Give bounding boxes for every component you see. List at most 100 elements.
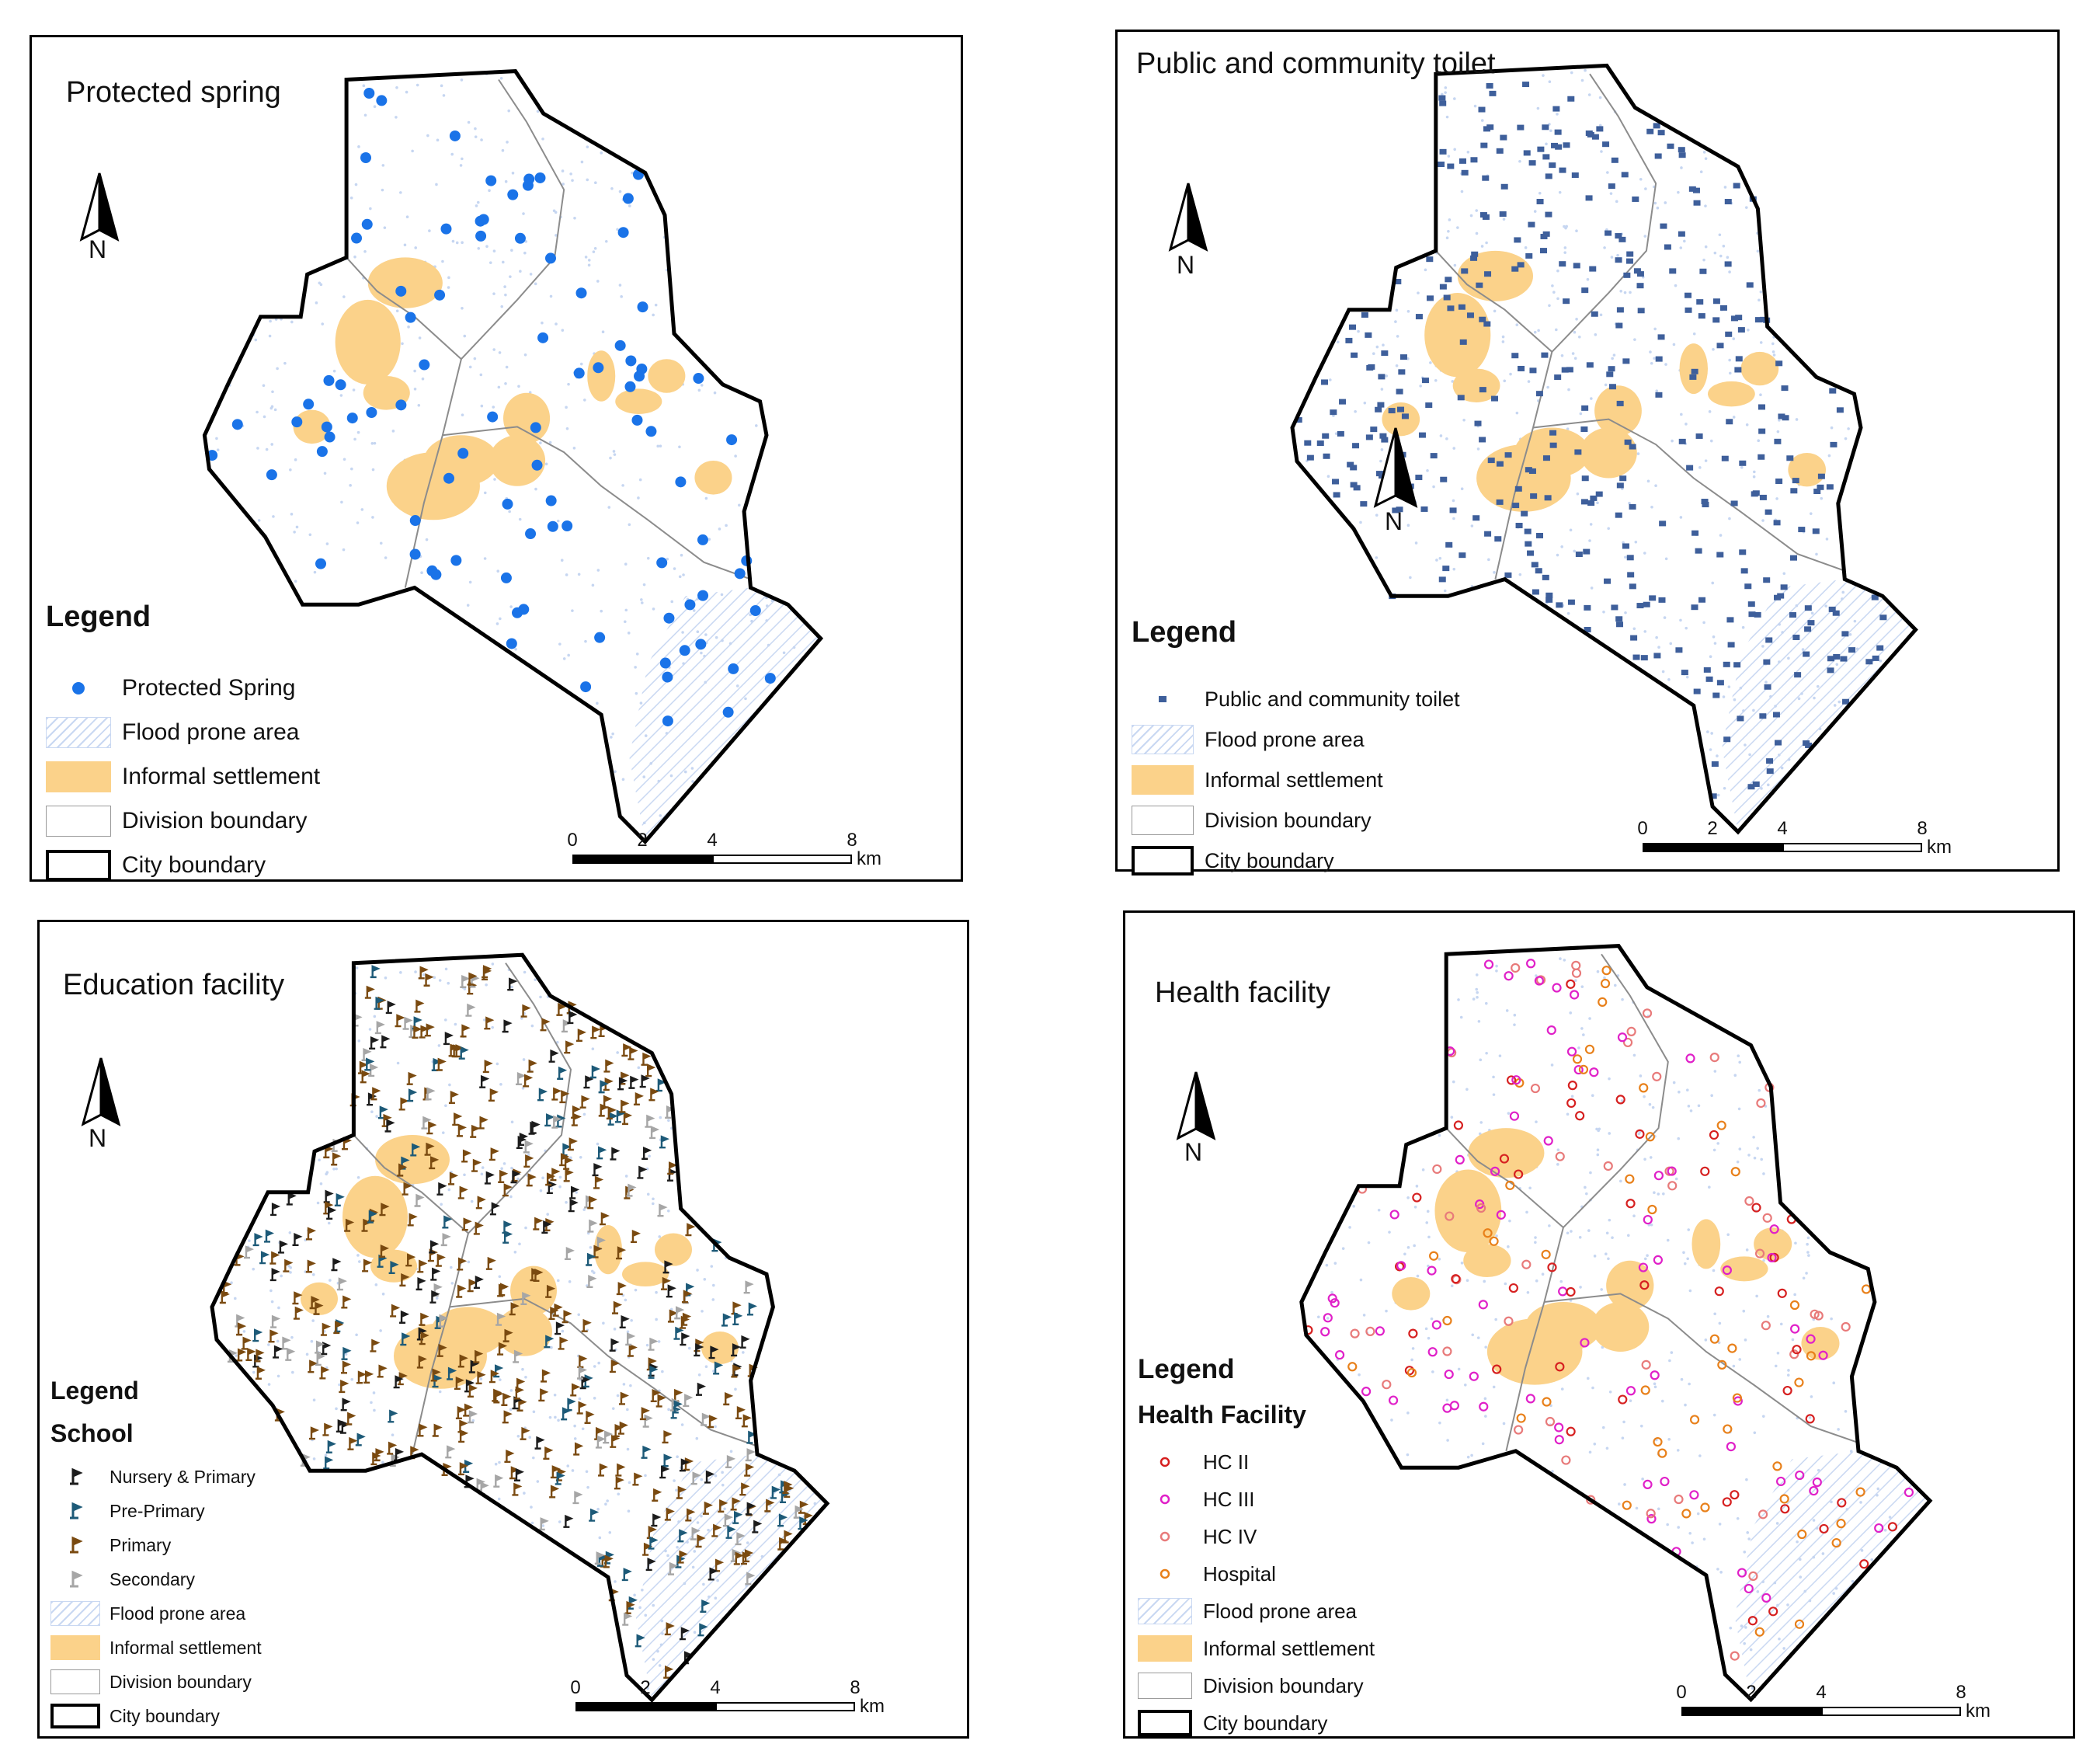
- wetland-speck: [1712, 1269, 1716, 1272]
- wetland-speck: [1445, 115, 1449, 119]
- facility-marker: [407, 1213, 418, 1227]
- wetland-speck: [693, 1631, 697, 1634]
- flood-hatch-swatch: [1132, 725, 1194, 754]
- facility-marker: [1618, 236, 1626, 242]
- facility-marker: [1761, 1321, 1771, 1331]
- wetland-speck: [1527, 380, 1531, 383]
- facility-marker: [1432, 1164, 1442, 1175]
- wetland-speck: [1479, 1121, 1483, 1124]
- wetland-speck: [353, 437, 356, 441]
- facility-marker: [1632, 196, 1639, 202]
- wetland-speck: [1385, 374, 1389, 378]
- facility-marker: [569, 1185, 580, 1199]
- facility-marker: [619, 1314, 630, 1328]
- legend-item-label: Secondary: [110, 1568, 195, 1589]
- facility-marker: [1806, 1334, 1816, 1344]
- wetland-speck: [1566, 1231, 1570, 1235]
- wetland-speck: [657, 779, 661, 783]
- wetland-speck: [659, 814, 662, 817]
- wetland-speck: [1786, 1603, 1789, 1607]
- facility-marker: [597, 1463, 609, 1477]
- wetland-speck: [1773, 1581, 1777, 1585]
- facility-marker: [1657, 1448, 1667, 1458]
- facility-marker: [1370, 426, 1378, 433]
- facility-marker: [1643, 1214, 1653, 1225]
- ring-marker-icon: [1138, 1561, 1192, 1587]
- wetland-speck: [680, 1423, 684, 1426]
- wetland-speck: [1406, 1196, 1410, 1199]
- facility-marker: [303, 399, 315, 410]
- wetland-speck: [1827, 454, 1831, 458]
- wetland-speck: [1608, 1077, 1611, 1081]
- wetland-speck: [1806, 1251, 1810, 1254]
- facility-marker: [1404, 1366, 1415, 1376]
- wetland-speck: [661, 1632, 664, 1635]
- facility-marker: [374, 1021, 385, 1035]
- facility-marker: [1778, 413, 1785, 419]
- legend-item: City boundary: [1138, 1710, 1327, 1736]
- facility-marker: [1542, 231, 1550, 237]
- wetland-speck: [1821, 1552, 1825, 1555]
- wetland-speck: [608, 1530, 612, 1534]
- wetland-speck: [659, 444, 662, 448]
- wetland-speck: [395, 85, 398, 89]
- wetland-speck: [534, 487, 537, 491]
- facility-marker: [463, 1403, 474, 1417]
- facility-marker: [1752, 490, 1760, 496]
- facility-marker: [457, 447, 469, 459]
- wetland-speck: [667, 1408, 670, 1412]
- wetland-speck: [700, 1478, 704, 1481]
- facility-marker: [1615, 257, 1622, 263]
- wetland-speck: [659, 1116, 662, 1119]
- wetland-speck: [1411, 1347, 1415, 1350]
- informal-settlement: [301, 1282, 338, 1315]
- facility-marker: [594, 632, 606, 643]
- wetland-speck: [1656, 206, 1660, 210]
- facility-marker: [559, 1090, 570, 1104]
- division-boundary: [1532, 418, 1845, 572]
- wetland-speck: [1513, 1013, 1517, 1017]
- facility-marker: [1379, 433, 1387, 439]
- wetland-speck: [507, 109, 511, 113]
- wetland-speck: [447, 981, 450, 985]
- wetland-speck: [1712, 635, 1716, 639]
- wetland-speck: [509, 605, 513, 608]
- wetland-speck: [591, 1047, 595, 1050]
- facility-marker: [1717, 1359, 1727, 1370]
- facility-marker: [374, 996, 384, 1010]
- facility-marker: [673, 1326, 684, 1340]
- facility-marker: [516, 1135, 527, 1150]
- wetland-speck: [492, 249, 496, 252]
- wetland-speck: [765, 619, 769, 622]
- facility-marker: [1636, 271, 1644, 277]
- facility-marker: [1660, 1476, 1670, 1487]
- wetland-speck: [626, 1447, 630, 1451]
- wetland-speck: [276, 1339, 280, 1343]
- wetland-speck: [1646, 1254, 1649, 1258]
- wetland-speck: [270, 443, 274, 446]
- facility-marker: [1486, 82, 1493, 89]
- wetland-speck: [597, 1361, 600, 1365]
- wetland-speck: [1755, 1294, 1758, 1298]
- facility-marker: [1805, 742, 1813, 748]
- informal-settlement: [1392, 1277, 1431, 1311]
- legend-heading: Legend: [46, 600, 151, 633]
- facility-marker: [1636, 603, 1644, 609]
- wetland-speck: [1879, 660, 1883, 663]
- facility-marker: [1632, 654, 1640, 660]
- wetland-speck: [1612, 353, 1616, 357]
- facility-marker: [513, 1467, 525, 1481]
- wetland-speck: [447, 1188, 451, 1192]
- wetland-speck: [1834, 1586, 1838, 1590]
- facility-marker: [782, 1481, 793, 1495]
- wetland-speck: [1815, 552, 1818, 556]
- wetland-speck: [1367, 1241, 1371, 1244]
- facility-marker: [681, 1290, 692, 1304]
- wetland-speck: [1650, 1223, 1653, 1227]
- facility-marker: [675, 476, 687, 488]
- wetland-speck: [1643, 1095, 1646, 1098]
- facility-marker: [567, 1011, 578, 1025]
- facility-marker: [335, 379, 346, 391]
- facility-marker: [632, 1472, 643, 1486]
